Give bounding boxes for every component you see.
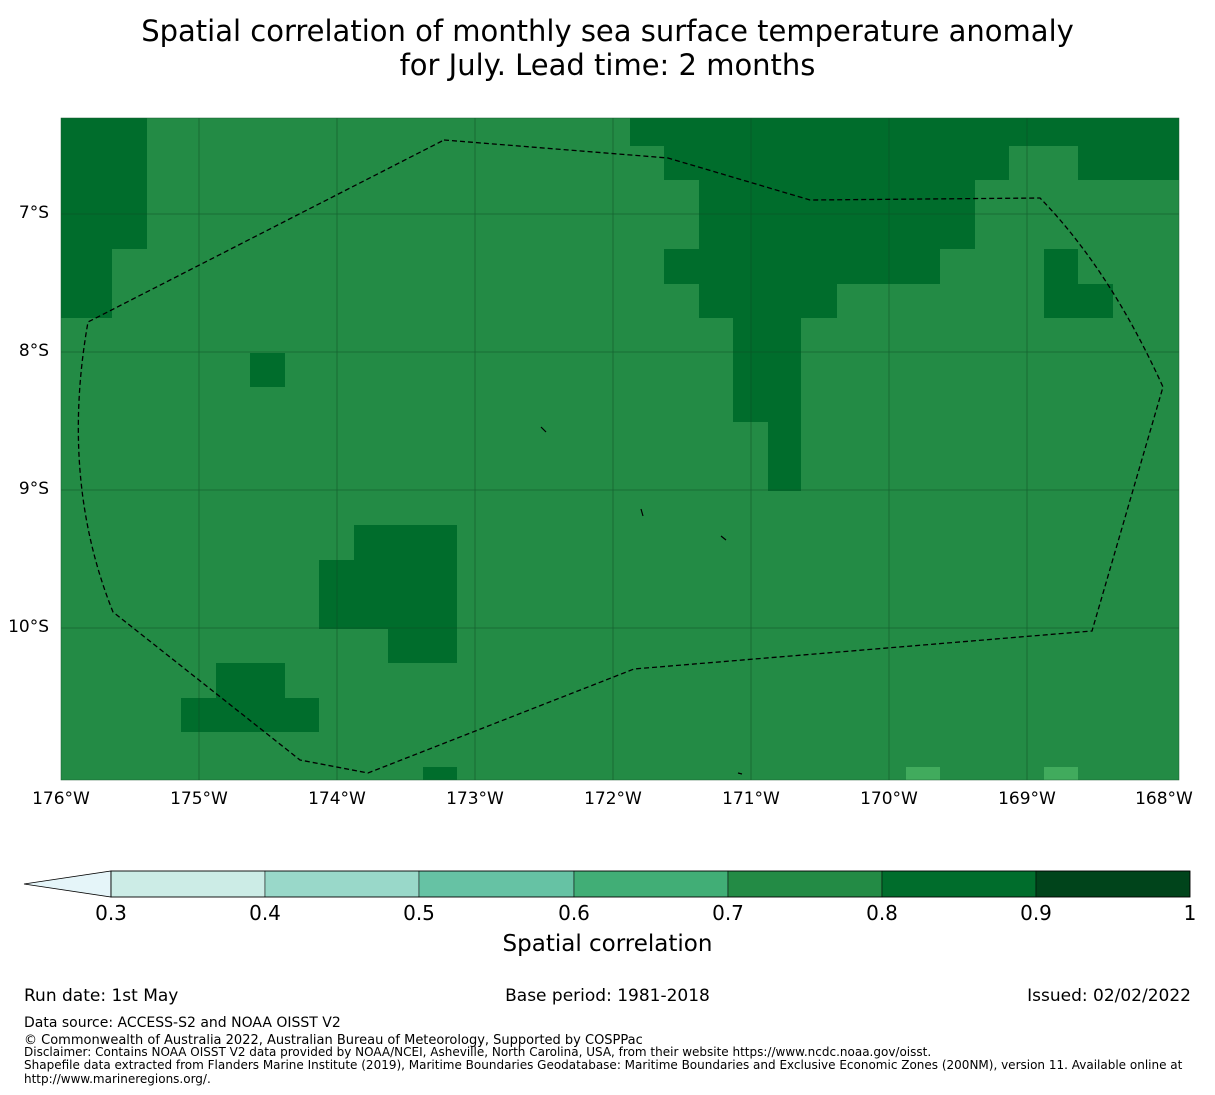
colorbar-extend-arrow [23, 870, 112, 898]
colorbar-segment [881, 870, 1037, 898]
disclaimer: Disclaimer: Contains NOAA OISST V2 data … [24, 1045, 932, 1059]
colorbar-label: Spatial correlation [502, 931, 713, 957]
lat-label: 7°S [18, 203, 49, 223]
colorbar-tick: 0.3 [95, 901, 127, 925]
colorbar-tick: 0.5 [403, 901, 435, 925]
colorbar [23, 870, 1191, 898]
map-frame [60, 117, 1180, 781]
lon-label: 173°W [446, 789, 504, 809]
issued-date: Issued: 02/02/2022 [1027, 986, 1191, 1006]
colorbar-segment [727, 870, 883, 898]
lat-label: 10°S [8, 617, 49, 637]
colorbar-segment [1035, 870, 1191, 898]
base-period: Base period: 1981-2018 [505, 986, 710, 1006]
colorbar-segment [418, 870, 575, 898]
copyright: © Commonwealth of Australia 2022, Austra… [24, 1033, 643, 1048]
colorbar-frame [110, 870, 1191, 898]
lon-label: 170°W [860, 789, 918, 809]
title-line-1: Spatial correlation of monthly sea surfa… [141, 14, 1074, 48]
colorbar-segment [573, 870, 729, 898]
gridlines [61, 118, 1179, 780]
colorbar-tick: 0.7 [712, 901, 744, 925]
colorbar-tick: 1 [1183, 901, 1197, 925]
colorbar-tick: 0.9 [1020, 901, 1052, 925]
chart-title: Spatial correlation of monthly sea surfa… [0, 14, 1215, 82]
eez-boundary [77, 139, 1164, 774]
colorbar-segment [110, 870, 266, 898]
colorbar-tick: 0.8 [866, 901, 898, 925]
islands [540, 426, 743, 775]
lon-label: 172°W [584, 789, 642, 809]
lower-correlation-cells [906, 767, 1078, 780]
map-area: 7°S 8°S 9°S 10°S 176°W 175°W 174°W 173°W… [8, 117, 1193, 809]
map-svg [60, 117, 1180, 781]
colorbar-tick: 0.4 [249, 901, 281, 925]
colorbar-tick: 0.6 [558, 901, 590, 925]
colorbar-segment [264, 870, 420, 898]
lat-label: 8°S [18, 341, 49, 361]
shapefile-url: http://www.marineregions.org/. [24, 1072, 211, 1086]
lon-label: 174°W [308, 789, 366, 809]
lon-label: 169°W [998, 789, 1056, 809]
run-date: Run date: 1st May [24, 986, 179, 1006]
title-line-2: for July. Lead time: 2 months [399, 48, 816, 82]
lon-label: 168°W [1135, 789, 1193, 809]
lat-label: 9°S [18, 479, 49, 499]
high-correlation-cells [61, 118, 1179, 780]
data-source: Data source: ACCESS-S2 and NOAA OISST V2 [24, 1015, 341, 1031]
lon-label: 176°W [32, 789, 90, 809]
lon-label: 171°W [722, 789, 780, 809]
lon-label: 175°W [170, 789, 228, 809]
shapefile-credit: Shapefile data extracted from Flanders M… [24, 1058, 1183, 1072]
